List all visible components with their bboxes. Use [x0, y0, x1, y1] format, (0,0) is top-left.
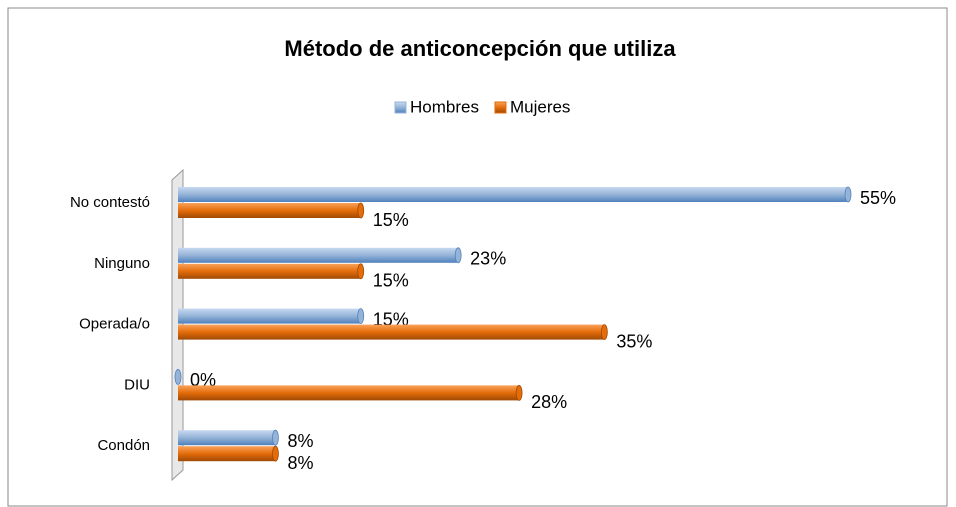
bar — [178, 385, 520, 401]
data-label: 8% — [287, 431, 313, 451]
y-tick-label: No contestó — [70, 194, 150, 211]
bar-cap — [844, 186, 852, 203]
bar-cap — [515, 384, 523, 401]
bar — [178, 247, 459, 263]
bar-cap — [454, 247, 462, 264]
axis-wall — [171, 168, 184, 482]
legend-label: Mujeres — [510, 97, 570, 116]
legend-swatch — [394, 101, 407, 114]
bar-cap — [357, 202, 365, 219]
bar-cap — [174, 368, 182, 385]
data-label: 23% — [470, 249, 506, 269]
data-label: 15% — [373, 210, 409, 230]
bar — [178, 308, 361, 324]
bar-cap — [357, 263, 365, 280]
data-label: 15% — [373, 271, 409, 291]
y-tick-label: Ninguno — [94, 255, 150, 272]
data-label: 35% — [616, 331, 652, 351]
bar — [178, 187, 848, 202]
data-label: 15% — [373, 309, 409, 329]
data-label: 55% — [860, 188, 896, 208]
bar — [178, 203, 361, 218]
chart-title: Método de anticoncepción que utiliza — [284, 36, 676, 61]
bar-cap — [272, 445, 279, 462]
bar — [178, 324, 605, 340]
data-label: 8% — [287, 453, 313, 473]
bar — [178, 430, 276, 446]
bar-cap — [272, 429, 279, 446]
bar — [178, 446, 276, 462]
y-tick-label: Operada/o — [79, 316, 150, 333]
data-label: 28% — [531, 392, 567, 412]
data-label: 0% — [190, 370, 216, 390]
legend-swatch — [494, 101, 507, 114]
bar-cap — [357, 308, 365, 325]
bar-cap — [600, 324, 608, 341]
legend-label: Hombres — [410, 97, 479, 116]
bar — [178, 263, 361, 279]
chart-border — [7, 7, 948, 507]
y-tick-label: Condón — [97, 437, 150, 454]
y-tick-label: DIU — [124, 376, 150, 393]
